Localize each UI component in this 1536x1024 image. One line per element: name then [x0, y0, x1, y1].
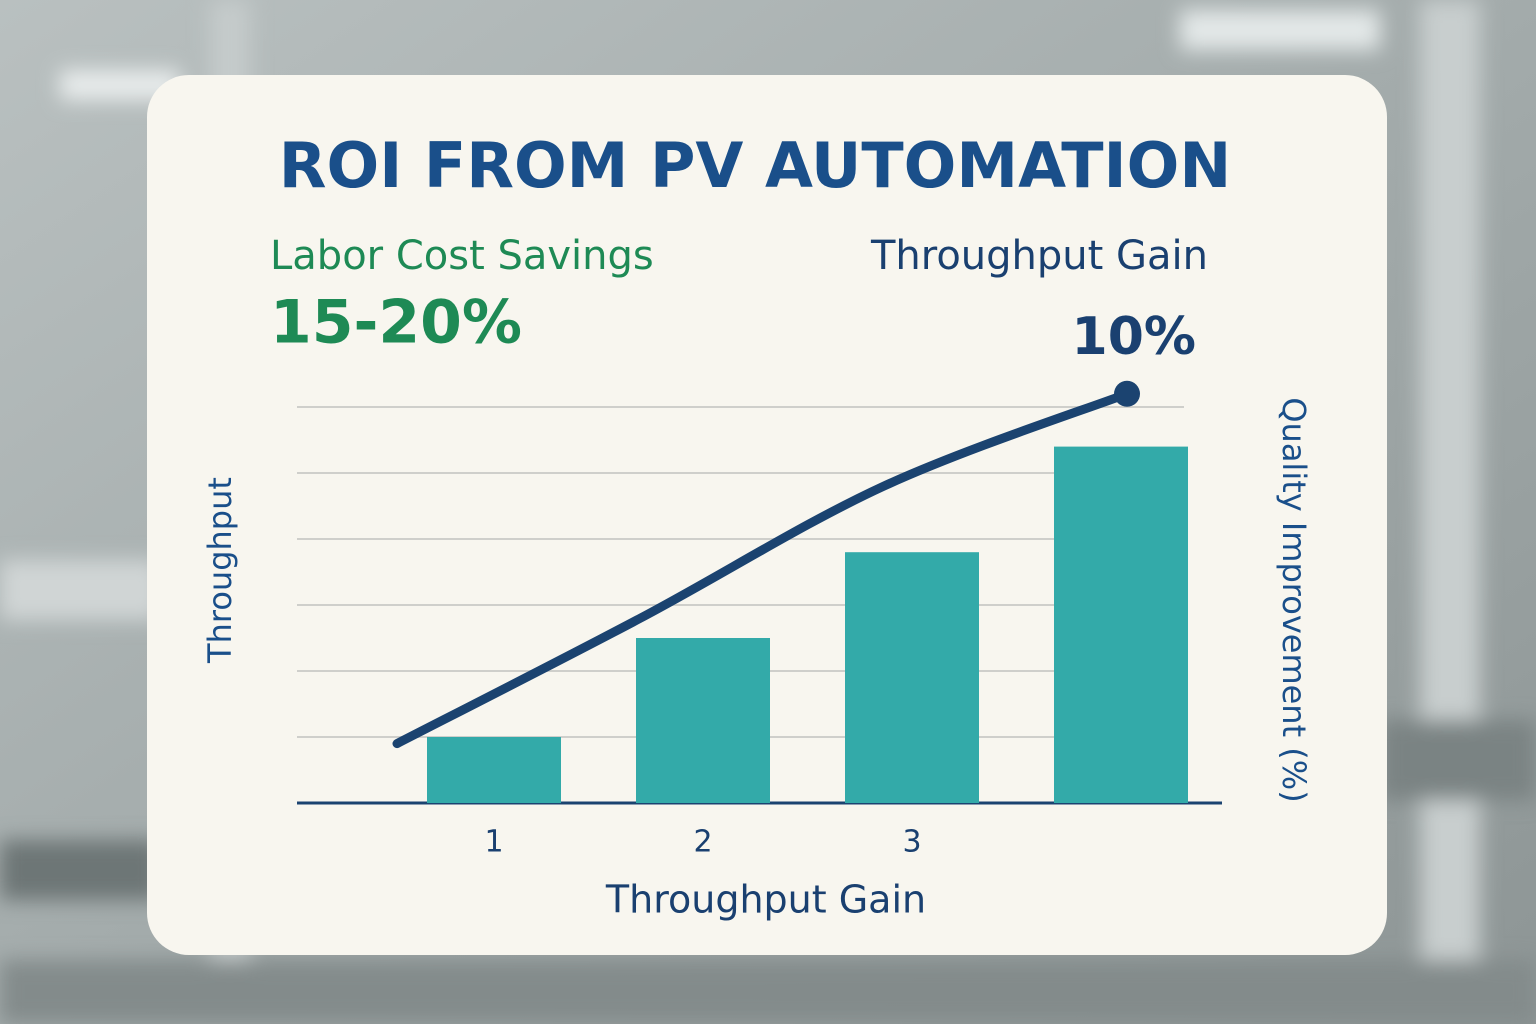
bar	[845, 552, 979, 803]
line-marker	[1114, 380, 1140, 407]
x-axis-label: Throughput Gain	[605, 878, 926, 922]
x-tick-label: 1	[484, 825, 503, 860]
chart-title: ROI FROM PV AUTOMATION	[279, 129, 1231, 202]
annotation-value: 10%	[1072, 307, 1196, 367]
line	[392, 389, 1132, 749]
card	[147, 75, 1387, 955]
annotation-label: Labor Cost Savings	[270, 233, 654, 279]
x-tick-label: 3	[902, 825, 921, 860]
x-tick-label: 2	[693, 825, 712, 860]
bar	[427, 737, 561, 803]
annotation-label: Throughput Gain	[870, 233, 1208, 279]
y2-axis-label: Quality Improvement (%)	[1275, 397, 1313, 802]
bar	[1054, 446, 1188, 803]
annotation-value: 15-20%	[270, 288, 522, 358]
y-axis-label: Throughput	[201, 477, 239, 664]
bar	[636, 638, 770, 803]
